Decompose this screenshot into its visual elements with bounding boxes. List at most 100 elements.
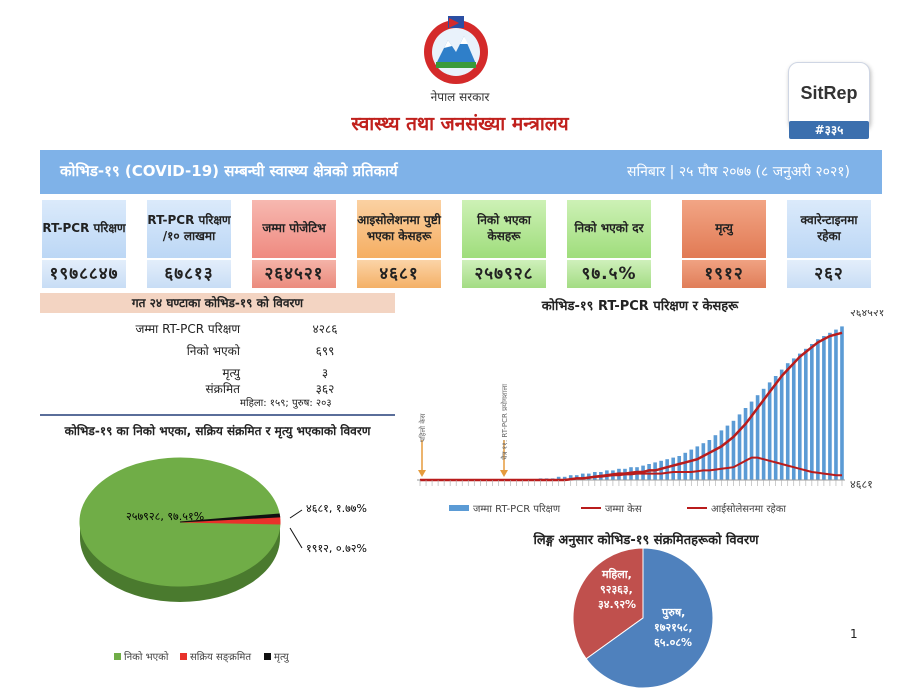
bar-tests — [816, 339, 820, 480]
bar-tests — [647, 464, 651, 480]
daily-row-value: ४२८६ — [312, 322, 338, 336]
line-isolation — [420, 456, 842, 481]
bar-tests — [804, 348, 808, 480]
bar-tests — [785, 363, 790, 480]
bar-tests — [755, 395, 760, 480]
stat-card: निको भएका केसहरू २५७९२८ — [462, 200, 546, 288]
daily-row-label: संक्रमित — [205, 382, 240, 396]
bar-tests — [659, 460, 663, 480]
bar-tests — [791, 358, 796, 480]
bar-tests — [773, 376, 778, 480]
daily-summary-title: गत २४ घण्टाका कोभिड-१९ को विवरण — [40, 293, 395, 313]
legend-swatch — [264, 653, 271, 660]
report-banner: कोभिड-१९ (COVID-19) सम्बन्घी स्वास्थ्य क… — [40, 150, 882, 194]
legend-swatch — [180, 653, 187, 660]
bar-tests — [677, 456, 682, 480]
bar-tests — [749, 401, 754, 480]
daily-gender-breakdown: महिला: १५९; पुरुष: २०३ — [240, 398, 332, 409]
stat-card: RT-PCR परिक्षण /१० लाखमा ६७८१३ — [147, 200, 231, 288]
bar-tests — [713, 435, 718, 480]
pie-data-label: १९१२, ०.७२% — [306, 542, 367, 555]
bar-tests — [779, 369, 784, 480]
bar-tests — [810, 344, 814, 480]
stat-card-value: १९७८८४७ — [42, 260, 126, 288]
legend-label: जम्मा RT-PCR परिक्षण — [473, 503, 561, 515]
bar-tests — [580, 473, 585, 480]
stat-card-value: २६२ — [787, 260, 871, 288]
stat-card-label: क्वारेन्टाइनमा रहेका — [787, 200, 871, 258]
bar-tests — [767, 382, 772, 480]
stat-card-value: ६७८१३ — [147, 260, 231, 288]
end-label-isolation: ४६८१ — [850, 478, 873, 491]
stat-card-value: ९७.५% — [567, 260, 651, 288]
bar-tests — [707, 440, 712, 480]
ministry-title: स्वास्थ्य तथा जनसंख्या मन्त्रालय — [351, 113, 569, 135]
bar-tests — [695, 446, 700, 480]
bar-tests — [743, 408, 748, 480]
banner-title: कोभिड-१९ (COVID-19) सम्बन्घी स्वास्थ्य क… — [60, 162, 398, 180]
pie-data-label: महिला, ९२३६३, ३४.९२% — [598, 567, 636, 611]
daily-row-label: मृत्यु — [222, 366, 240, 380]
daily-row-label: निको भएको — [186, 344, 240, 358]
line-total-cases — [420, 331, 843, 482]
sitrep-badge: SitRep #३३५ — [788, 62, 870, 139]
legend-label: सक्रिय सङ्क्रमित — [190, 651, 251, 663]
stat-card: क्वारेन्टाइनमा रहेका २६२ — [787, 200, 871, 288]
daily-row-value: ३ — [321, 366, 329, 380]
stat-card-label: निको भएका केसहरू — [462, 200, 546, 258]
outcome-pie-title: कोभिड-१९ का निको भएका, सक्रिय संक्रमित र… — [40, 414, 395, 439]
legend-label: मृत्यु — [274, 652, 290, 663]
nepal-emblem-logo — [424, 16, 488, 84]
daily-row-value: ३६२ — [315, 382, 335, 396]
pie-data-label: ४६८१, १.७७% — [306, 502, 367, 515]
legend-label: निको भएको — [124, 651, 169, 663]
bar-tests — [737, 414, 742, 480]
bar-tests — [719, 430, 724, 480]
bar-tests — [828, 332, 832, 480]
stat-card-label: निको भएको दर — [567, 200, 651, 258]
daily-row-label: जम्मा RT-PCR परिक्षण — [135, 322, 241, 336]
pie-slice-female — [572, 548, 644, 660]
bar-tests — [683, 452, 688, 480]
stat-card-label: आइसोलेशनमा पुष्टी भएका केसहरू — [357, 200, 441, 258]
stat-card-label: मृत्यु — [682, 200, 766, 258]
bar-tests — [822, 336, 826, 480]
stat-card-value: २६४५२१ — [252, 260, 336, 288]
tests-cases-chart: २६४५२१ ४६८१ पहिलो केस चैत्र ११: RT-PCR प… — [417, 310, 884, 515]
bar-tests — [701, 443, 706, 480]
pie-data-label: २५७९२८, ९७.५१% — [126, 510, 204, 523]
stat-card-label: RT-PCR परिक्षण /१० लाखमा — [147, 200, 231, 258]
bar-tests — [556, 476, 561, 480]
annotation-first-case: पहिलो केस — [418, 413, 427, 442]
page-number: 1 — [850, 627, 858, 641]
stat-card: निको भएको दर ९७.५% — [567, 200, 651, 288]
stat-card: RT-PCR परिक्षण १९७८८४७ — [42, 200, 126, 288]
bar-tests — [568, 475, 573, 480]
outcome-pie-chart: २५७९२८, ९७.५१% ४६८१, १.७७% १९१२, ०.७२% न… — [79, 457, 367, 663]
bar-tests — [725, 425, 730, 480]
bar-tests — [761, 388, 766, 480]
bar-tests — [834, 329, 838, 480]
stat-card: जम्मा पोजेटिभ २६४५२१ — [252, 200, 336, 288]
gender-pie-title: लिङ्ग अनुसार कोभिड-१९ संक्रमितहरूको विवर… — [533, 533, 759, 548]
annotation-lab: चैत्र ११: RT-PCR प्रयोगशाला — [500, 384, 509, 460]
stat-card-label: RT-PCR परिक्षण — [42, 200, 126, 258]
daily-row-value: ६९९ — [315, 344, 335, 358]
legend-label: जम्मा केस — [605, 503, 642, 515]
bar-tests — [840, 326, 844, 480]
tests-cases-chart-title: कोभिड-१९ RT-PCR परिक्षण र केसहरू — [541, 299, 739, 314]
government-label: नेपाल सरकार — [430, 90, 490, 104]
legend-label: आईसोलेसनमा रहेका — [711, 503, 786, 515]
bar-tests — [665, 459, 669, 480]
stat-card-value: २५७९२८ — [462, 260, 546, 288]
end-label-total-cases: २६४५२१ — [850, 310, 884, 319]
bar-tests — [689, 449, 694, 480]
bar-tests — [797, 353, 802, 480]
bar-tests — [562, 476, 567, 480]
bar-tests — [731, 420, 736, 480]
stat-card-value: ४६८१ — [357, 260, 441, 288]
legend-swatch — [114, 653, 121, 660]
stat-card: मृत्यु १९१२ — [682, 200, 766, 288]
gender-pie-chart: महिला, ९२३६३, ३४.९२% पुरुष, १७२१५८, ६५.०८% — [572, 548, 714, 689]
bar-tests — [671, 457, 676, 480]
